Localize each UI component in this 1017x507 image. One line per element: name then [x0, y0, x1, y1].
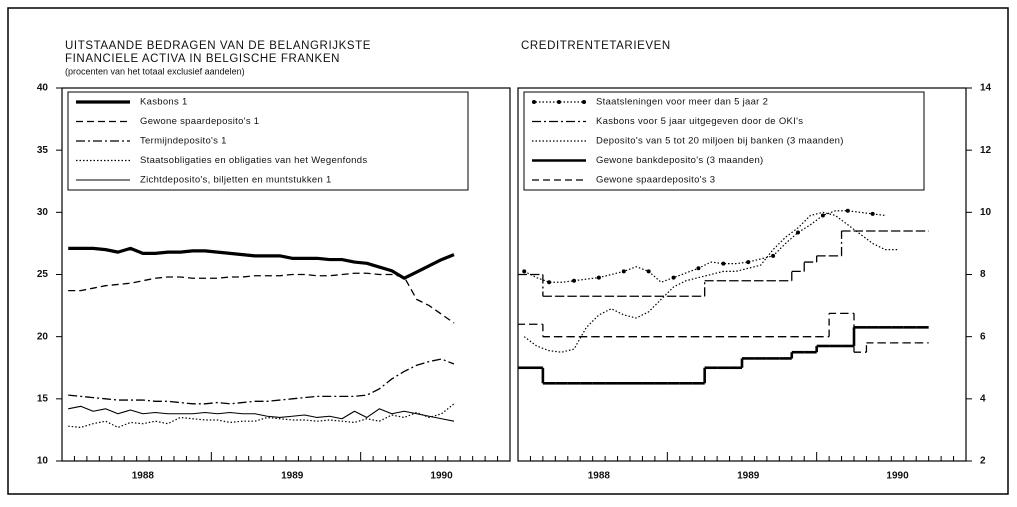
y-tick-label: 10: [980, 207, 992, 218]
legend-label: Termijndeposito's 1: [140, 136, 227, 147]
x-tick-label: 1989: [737, 471, 760, 482]
y-tick-label: 25: [37, 269, 49, 280]
x-tick-label: 1990: [886, 471, 909, 482]
x-tick-label: 1988: [132, 471, 155, 482]
series-marker: [621, 269, 626, 274]
series-marker: [746, 260, 751, 265]
frame: [7, 7, 1009, 495]
legend-marker: [582, 100, 586, 104]
series-marker: [870, 211, 875, 216]
y-tick-label: 10: [37, 456, 49, 467]
series-marker: [547, 280, 552, 285]
chart-subtitle: (procenten van het totaal exclusief aand…: [65, 66, 245, 76]
legend-label: Gewone spaardeposito's 3: [596, 175, 715, 186]
x-tick-label: 1989: [281, 471, 304, 482]
legend-label: Zichtdeposito's, biljetten en muntstukke…: [140, 175, 332, 186]
chart-title: CREDITRENTETARIEVEN: [521, 40, 671, 52]
series-marker: [596, 275, 601, 280]
series-marker: [771, 253, 776, 258]
series-marker: [845, 208, 850, 213]
y-tick-label: 8: [980, 269, 986, 280]
series-marker: [522, 269, 527, 274]
y-tick-label: 12: [980, 145, 992, 156]
x-tick-label: 1990: [430, 471, 453, 482]
legend-box: [67, 91, 469, 191]
series-line: [523, 210, 886, 283]
y-tick-label: 15: [37, 393, 49, 404]
y-tick-label: 30: [37, 207, 49, 218]
series-marker: [696, 266, 701, 271]
legend-marker: [532, 100, 536, 104]
y-tick-label: 14: [980, 83, 992, 94]
series-line: [68, 403, 455, 429]
legend-label: Staatsleningen voor meer dan 5 jaar 2: [596, 97, 768, 108]
series-marker: [796, 230, 800, 235]
series-line: [68, 358, 455, 405]
series-marker: [572, 278, 576, 283]
y-tick-label: 20: [37, 331, 49, 342]
series-marker: [820, 213, 825, 218]
y-tick-label: 6: [980, 331, 986, 342]
legend-box: [523, 91, 925, 191]
legend-label: Kasbons voor 5 jaar uitgegeven door de O…: [596, 116, 803, 127]
y-tick-label: 4: [980, 393, 986, 404]
y-tick-label: 2: [980, 456, 986, 467]
series-line: [68, 246, 455, 280]
series-line: [68, 272, 455, 324]
series-marker: [721, 261, 726, 266]
series-marker: [646, 269, 651, 274]
y-tick-label: 35: [37, 145, 49, 156]
legend-label: Gewone bankdeposito's (3 maanden): [596, 155, 764, 166]
legend-label: Gewone spaardeposito's 1: [140, 116, 259, 127]
series-marker: [671, 275, 676, 280]
legend-marker: [557, 100, 561, 104]
legend-label: Deposito's van 5 tot 20 miljoen bij bank…: [596, 136, 844, 147]
x-tick-label: 1988: [588, 471, 611, 482]
chart-title: FINANCIELE ACTIVA IN BELGISCHE FRANKEN: [65, 53, 340, 65]
series-line: [68, 405, 455, 422]
legend-label: Staatsobligaties en obligaties van het W…: [140, 155, 367, 166]
y-tick-label: 40: [37, 83, 49, 94]
legend-label: Kasbons 1: [140, 97, 188, 108]
chart-title: UITSTAANDE BEDRAGEN VAN DE BELANGRIJKSTE: [65, 40, 371, 52]
